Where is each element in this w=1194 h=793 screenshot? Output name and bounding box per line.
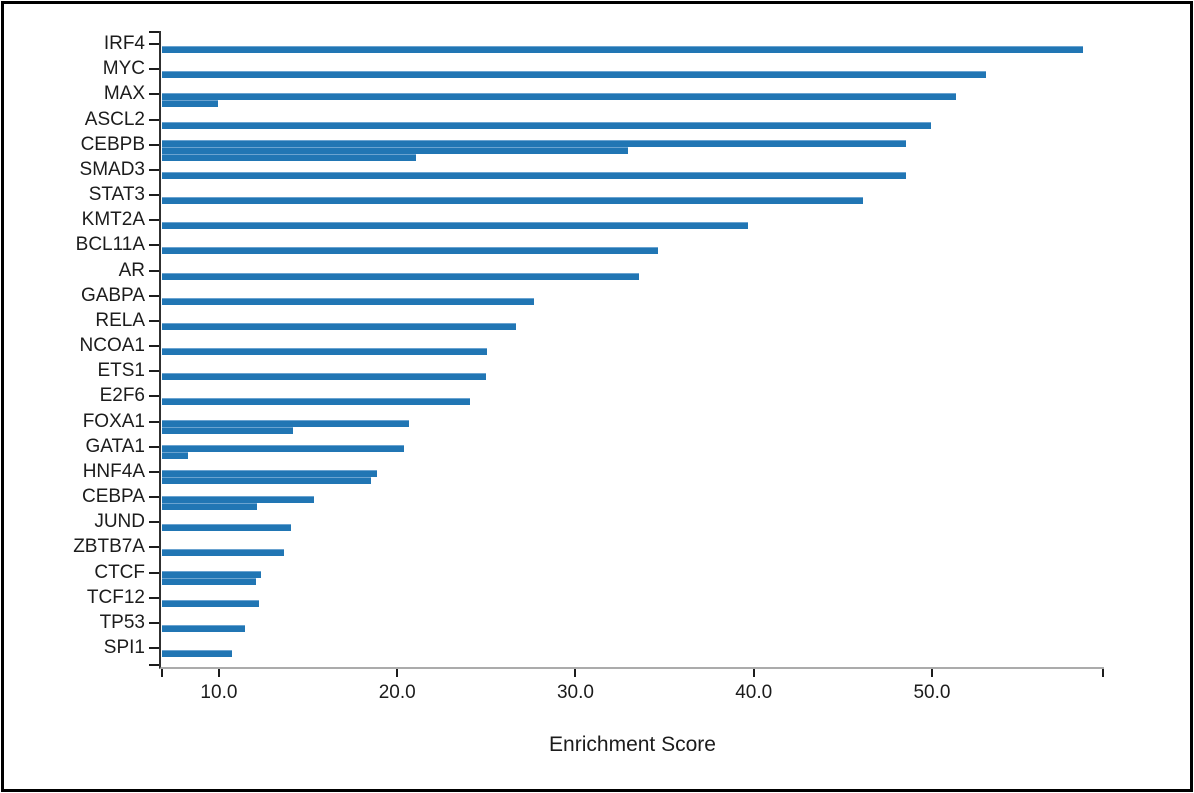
y-tick-label-foxa1: FOXA1 xyxy=(82,410,145,432)
y-tick-label-ets1: ETS1 xyxy=(97,360,145,382)
x-axis-end-tick xyxy=(1102,669,1104,677)
y-tick-label-ascl2: ASCL2 xyxy=(84,108,145,130)
y-tick xyxy=(149,521,159,524)
x-tick-label: 10.0 xyxy=(200,682,238,703)
bar-cebpa xyxy=(162,502,258,510)
y-tick xyxy=(149,571,159,574)
bar-zbtb7a xyxy=(162,549,285,557)
y-tick xyxy=(149,546,159,549)
bar-kmt2a xyxy=(162,222,748,230)
x-tick xyxy=(396,669,399,677)
y-tick-label-gata1: GATA1 xyxy=(85,435,145,457)
y-tick-label-e2f6: E2F6 xyxy=(99,385,145,407)
bar-tp53 xyxy=(162,624,245,632)
y-tick xyxy=(149,596,159,599)
y-tick-label-rela: RELA xyxy=(95,309,145,331)
bar-ar xyxy=(162,272,639,280)
bar-ctcf xyxy=(162,571,261,578)
bar-gata1 xyxy=(162,452,188,460)
bar-ets1 xyxy=(162,373,486,381)
bar-cebpb xyxy=(162,139,907,147)
bar-cebpa xyxy=(162,495,315,503)
bar-stat3 xyxy=(162,197,864,204)
y-tick-label-kmt2a: KMT2A xyxy=(81,209,145,231)
y-tick-label-ar: AR xyxy=(118,259,145,281)
y-tick xyxy=(149,294,159,297)
y-tick-label-max: MAX xyxy=(103,83,145,105)
x-tick xyxy=(574,669,577,677)
bar-rela xyxy=(162,322,516,330)
y-tick xyxy=(149,345,159,347)
bar-spi1 xyxy=(162,650,233,657)
y-tick-label-ctcf: CTCF xyxy=(94,561,145,583)
y-tick xyxy=(149,194,159,196)
y-tick xyxy=(149,43,159,45)
y-tick-label-tcf12: TCF12 xyxy=(86,586,145,608)
y-tick-label-ncoa1: NCOA1 xyxy=(79,335,145,356)
x-tick-label: 50.0 xyxy=(913,682,951,703)
y-tick xyxy=(149,395,159,398)
y-tick-label-cebpa: CEBPA xyxy=(81,486,145,507)
bar-jund xyxy=(162,524,292,532)
y-axis-end-tick xyxy=(149,664,159,666)
bar-ctcf xyxy=(162,578,256,585)
x-tick-label: 30.0 xyxy=(556,682,594,703)
y-tick xyxy=(149,118,159,121)
plot-area: Enrichment Score IRF4 MYC MAX ASCL2 CEBPB SMA… xyxy=(73,31,1104,756)
y-tick-label-stat3: STAT3 xyxy=(88,184,145,205)
y-tick-label-zbtb7a: ZBTB7A xyxy=(73,536,145,558)
x-tick-label: 40.0 xyxy=(735,682,773,703)
bar-ncoa1 xyxy=(162,348,488,355)
x-tick xyxy=(930,669,933,677)
y-tick xyxy=(149,269,159,272)
x-axis-title: Enrichment Score xyxy=(549,733,716,756)
y-tick xyxy=(149,168,159,171)
y-tick xyxy=(149,143,159,146)
bar-tcf12 xyxy=(162,599,260,607)
x-tick-label: 20.0 xyxy=(378,682,416,703)
x-tick xyxy=(217,669,220,677)
y-tick xyxy=(149,470,159,473)
y-tick xyxy=(149,244,159,247)
bar-cebpb xyxy=(162,146,629,154)
y-tick xyxy=(149,93,159,96)
bar-gabpa xyxy=(162,297,534,305)
y-tick xyxy=(149,621,159,624)
y-tick xyxy=(149,370,159,373)
bar-irf4 xyxy=(162,46,1083,53)
bar-hnf4a xyxy=(162,477,372,485)
bar-ascl2 xyxy=(162,121,932,129)
y-tick-label-gabpa: GABPA xyxy=(80,284,145,306)
y-tick-label-myc: MYC xyxy=(102,58,145,80)
bar-myc xyxy=(162,71,987,79)
bar-bcl11a xyxy=(162,247,659,255)
y-tick xyxy=(149,319,159,322)
y-tick-label-bcl11a: BCL11A xyxy=(75,234,145,256)
bar-smad3 xyxy=(162,171,907,179)
y-tick-label-jund: JUND xyxy=(94,511,145,533)
y-tick xyxy=(149,445,159,448)
y-tick xyxy=(149,420,159,423)
y-tick-label-spi1: SPI1 xyxy=(103,637,145,658)
y-tick-label-tp53: TP53 xyxy=(99,611,145,633)
bar-gata1 xyxy=(162,445,404,453)
y-tick-label-hnf4a: HNF4A xyxy=(82,460,145,482)
bar-foxa1 xyxy=(162,420,409,427)
bar-e2f6 xyxy=(162,398,470,406)
bar-max xyxy=(162,92,957,100)
y-tick-label-smad3: SMAD3 xyxy=(79,158,145,180)
x-tick xyxy=(752,669,755,677)
bar-cebpb xyxy=(162,153,417,161)
y-tick xyxy=(149,68,159,71)
y-axis-end-tick xyxy=(149,31,159,33)
bar-foxa1 xyxy=(162,427,294,434)
y-tick-label-cebpb: CEBPB xyxy=(80,133,145,155)
y-tick xyxy=(149,496,159,498)
bar-hnf4a xyxy=(162,470,377,478)
bar-max xyxy=(162,99,219,107)
y-tick xyxy=(149,219,159,222)
x-axis-end-tick xyxy=(161,669,163,677)
y-tick-label-irf4: IRF4 xyxy=(103,33,145,54)
y-tick xyxy=(149,647,159,649)
